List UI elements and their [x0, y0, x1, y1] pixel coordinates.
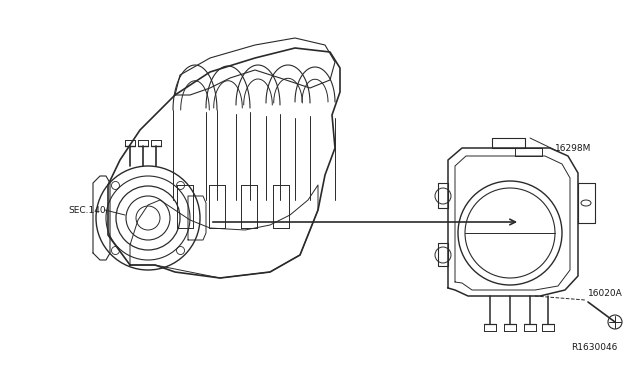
Text: 16298M: 16298M: [555, 144, 591, 153]
Text: 16020A: 16020A: [588, 289, 623, 298]
Text: R1630046: R1630046: [572, 343, 618, 352]
Text: SEC.140: SEC.140: [68, 205, 106, 215]
